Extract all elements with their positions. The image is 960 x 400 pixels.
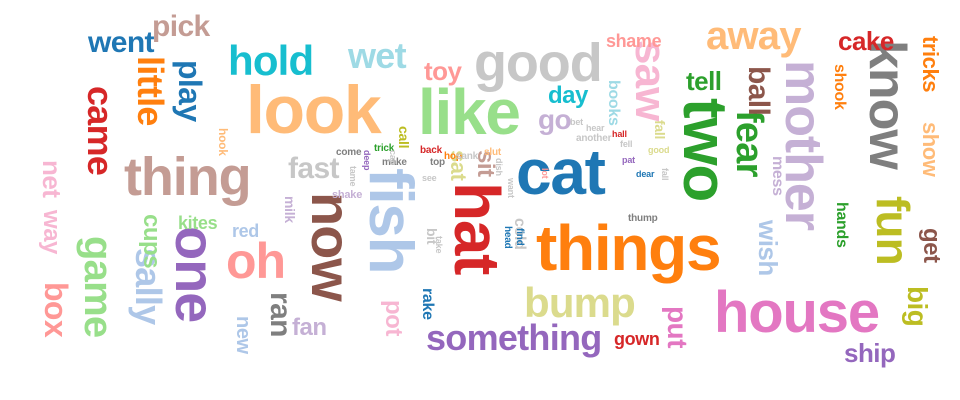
word-fell: fell <box>620 139 633 149</box>
word-hands: hands <box>833 202 850 248</box>
word-gown: gown <box>614 329 660 349</box>
word-came: came <box>80 86 121 176</box>
word-fan: fan <box>292 314 327 341</box>
word-pot: pot <box>380 300 407 336</box>
word-come: come <box>336 147 362 158</box>
word-something: something <box>426 317 602 358</box>
word-pat: pat <box>622 155 635 165</box>
word-shake: shake <box>332 189 363 201</box>
word-see: see <box>422 173 437 183</box>
word-cat: cat <box>516 136 606 208</box>
word-cap: cap <box>388 150 398 165</box>
word-cake: cake <box>838 26 894 56</box>
word-mother: mother <box>774 60 832 230</box>
word-pick: pick <box>152 10 210 43</box>
word-day: day <box>548 82 588 109</box>
word-make: make <box>382 157 407 168</box>
word-good: good <box>648 145 670 155</box>
word-head: head <box>502 226 513 249</box>
word-good: good <box>474 33 603 93</box>
word-thump: thump <box>628 213 658 224</box>
word-wish: wish <box>753 220 783 276</box>
word-tell: tell <box>686 66 722 96</box>
word-new: new <box>232 316 254 354</box>
word-fun: fun <box>867 196 919 265</box>
word-fall: fall <box>652 120 668 140</box>
word-way: way <box>38 210 65 254</box>
word-things: things <box>536 212 722 284</box>
word-deep: deep <box>362 150 372 171</box>
word-books: books <box>605 80 622 126</box>
word-back: back <box>420 145 442 156</box>
word-now: now <box>300 192 363 301</box>
word-dear: dear <box>636 169 655 179</box>
word-hall: hall <box>612 129 627 139</box>
word-call: call <box>396 126 412 149</box>
word-want: want <box>506 178 516 198</box>
word-go: go <box>538 104 572 135</box>
word-another: another <box>576 133 612 144</box>
word-show: show <box>918 122 943 177</box>
word-like: like <box>418 76 521 148</box>
word-look: look <box>246 72 382 148</box>
word-kites: kites <box>178 213 218 233</box>
word-trick: trick <box>374 143 395 154</box>
word-dish: dish <box>494 158 504 176</box>
word-mess: mess <box>769 156 786 196</box>
word-box: box <box>38 282 74 337</box>
word-fish: fish <box>356 168 425 274</box>
word-ran: ran <box>264 292 297 337</box>
word-bet: bet <box>570 117 583 127</box>
word-put: put <box>662 306 693 348</box>
word-know: know <box>858 40 916 169</box>
word-house: house <box>714 280 880 345</box>
word-went: went <box>88 26 155 59</box>
word-shame: shame <box>606 31 662 51</box>
word-take: take <box>434 236 444 254</box>
word-saw: saw <box>626 40 675 121</box>
word-tricks: tricks <box>918 36 943 93</box>
word-milk: milk <box>282 196 298 223</box>
word-get: get <box>918 228 945 263</box>
word-red: red <box>232 221 259 241</box>
word-play: play <box>172 60 208 122</box>
word-tame: tame <box>348 166 358 187</box>
word-hop: hop <box>444 151 462 162</box>
word-two: two <box>670 98 739 202</box>
word-ball: ball <box>742 66 775 116</box>
word-top: top <box>430 157 445 168</box>
word-hear: hear <box>586 123 605 133</box>
word-hat: hat <box>441 182 513 275</box>
word-thing: thing <box>124 147 252 207</box>
word-hook: hook <box>216 128 230 156</box>
word-rake: rake <box>419 288 436 320</box>
word-cups: cups <box>138 214 165 269</box>
word-find: find <box>514 228 525 246</box>
word-little: little <box>130 56 171 126</box>
word-bump: bump <box>524 279 636 326</box>
word-slut: slut <box>484 147 501 158</box>
word-one: one <box>164 226 227 323</box>
word-shook: shook <box>831 64 848 110</box>
word-wet: wet <box>348 35 407 76</box>
word-toy: toy <box>424 56 462 86</box>
word-net: net <box>37 160 67 198</box>
word-lot: lot <box>540 168 550 179</box>
word-fast: fast <box>288 152 340 185</box>
word-big: big <box>902 286 933 327</box>
word-sank: sank <box>456 151 478 162</box>
word-game: game <box>76 236 120 338</box>
word-oh: oh <box>226 233 286 289</box>
word-fall: fall <box>660 168 670 181</box>
word-away: away <box>706 14 801 58</box>
word-fear: fear <box>728 110 770 177</box>
word-hold: hold <box>228 37 314 84</box>
word-ship: ship <box>844 338 896 368</box>
